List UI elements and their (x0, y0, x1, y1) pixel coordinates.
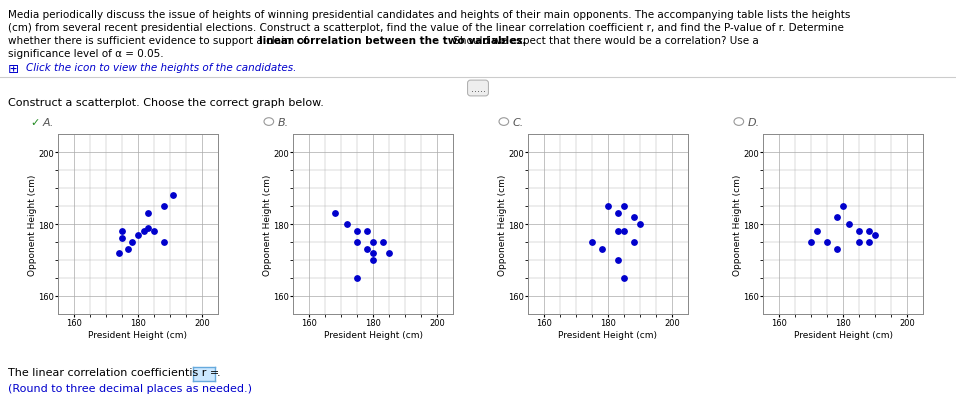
Point (358, 246, 374, 253)
Point (146, 228, 162, 235)
Point (632, 221, 647, 228)
Point (115, 228, 130, 235)
Point (165, 192, 181, 199)
Text: C.: C. (513, 118, 524, 128)
Point (130, 232, 145, 239)
Point (600, 203, 616, 210)
Point (617, 228, 632, 235)
Point (111, 250, 126, 256)
Text: Click the icon to view the heights of the candidates.: Click the icon to view the heights of th… (26, 63, 296, 73)
Point (617, 203, 632, 210)
Point (610, 210, 625, 217)
Point (365, 239, 380, 246)
Text: D.: D. (748, 118, 760, 128)
Point (327, 210, 342, 217)
Point (610, 228, 625, 235)
Text: Construct a scatterplot. Choose the correct graph below.: Construct a scatterplot. Choose the corr… (8, 98, 324, 108)
Point (365, 257, 380, 263)
Point (339, 221, 355, 228)
Point (841, 221, 857, 228)
Text: (cm) from several recent presidential elections. Construct a scatterplot, find t: (cm) from several recent presidential el… (8, 23, 844, 33)
Text: Should we expect that there would be a correlation? Use a: Should we expect that there would be a c… (450, 36, 759, 46)
Point (358, 228, 374, 235)
Text: A.: A. (43, 118, 54, 128)
Point (626, 214, 641, 221)
Text: .....: ..... (470, 84, 486, 94)
Point (803, 239, 818, 246)
Point (836, 203, 851, 210)
Text: .: . (217, 367, 221, 377)
Point (861, 239, 877, 246)
Point (375, 239, 390, 246)
Text: The linear correlation coefficientis r =: The linear correlation coefficientis r = (8, 367, 219, 377)
Y-axis label: Opponent Height (cm): Opponent Height (cm) (732, 174, 742, 275)
Text: linear correlation between the two variables.: linear correlation between the two varia… (259, 36, 527, 46)
Point (610, 257, 625, 263)
Text: significance level of α = 0.05.: significance level of α = 0.05. (8, 49, 163, 59)
Point (156, 203, 171, 210)
Point (365, 250, 380, 256)
Y-axis label: Opponent Height (cm): Opponent Height (cm) (28, 174, 36, 275)
Point (617, 275, 632, 282)
Point (852, 228, 867, 235)
Point (852, 239, 867, 246)
Point (867, 232, 882, 239)
X-axis label: President Height (cm): President Height (cm) (558, 330, 658, 339)
Point (584, 239, 599, 246)
Point (594, 246, 609, 253)
Point (140, 210, 155, 217)
Point (626, 239, 641, 246)
X-axis label: President Height (cm): President Height (cm) (89, 330, 187, 339)
Point (810, 228, 825, 235)
Point (819, 239, 835, 246)
Text: B.: B. (278, 118, 289, 128)
Point (349, 228, 364, 235)
Text: whether there is sufficient evidence to support a claim of: whether there is sufficient evidence to … (8, 36, 311, 46)
Point (381, 250, 397, 256)
Y-axis label: Opponent Height (cm): Opponent Height (cm) (263, 174, 272, 275)
Y-axis label: Opponent Height (cm): Opponent Height (cm) (497, 174, 507, 275)
Text: ⊞: ⊞ (8, 63, 19, 76)
Point (829, 246, 844, 253)
Text: ✓: ✓ (30, 118, 39, 128)
Point (349, 239, 364, 246)
Text: (Round to three decimal places as needed.): (Round to three decimal places as needed… (8, 383, 252, 393)
Point (124, 239, 140, 246)
Point (120, 246, 136, 253)
Point (156, 239, 171, 246)
Point (861, 228, 877, 235)
X-axis label: President Height (cm): President Height (cm) (323, 330, 423, 339)
Text: Media periodically discuss the issue of heights of winning presidential candidat: Media periodically discuss the issue of … (8, 10, 851, 20)
Point (349, 275, 364, 282)
Point (140, 225, 155, 231)
Point (829, 214, 844, 221)
X-axis label: President Height (cm): President Height (cm) (793, 330, 893, 339)
Point (137, 228, 152, 235)
Point (115, 235, 130, 242)
